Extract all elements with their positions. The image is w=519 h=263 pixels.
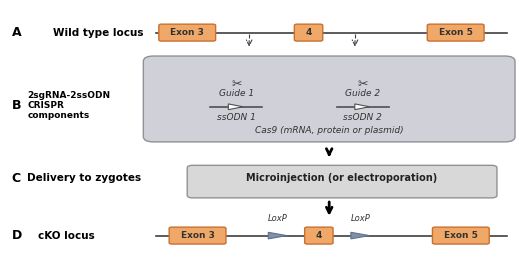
Text: ssODN 1: ssODN 1 — [217, 113, 256, 122]
Polygon shape — [355, 104, 370, 110]
Text: ✂: ✂ — [358, 78, 368, 91]
Text: ✂: ✂ — [231, 78, 241, 91]
Text: A: A — [12, 26, 21, 39]
Text: 4: 4 — [316, 231, 322, 240]
Text: B: B — [12, 99, 21, 112]
FancyBboxPatch shape — [187, 165, 497, 198]
Text: 4: 4 — [305, 28, 312, 37]
FancyBboxPatch shape — [294, 24, 323, 41]
Text: components: components — [27, 112, 89, 120]
Text: ssODN 2: ssODN 2 — [343, 113, 382, 122]
Text: LoxP: LoxP — [350, 214, 370, 223]
Text: cKO locus: cKO locus — [37, 231, 94, 241]
Text: Exon 5: Exon 5 — [444, 231, 478, 240]
Text: Cas9 (mRNA, protein or plasmid): Cas9 (mRNA, protein or plasmid) — [255, 126, 403, 135]
Text: D: D — [12, 229, 22, 242]
Polygon shape — [268, 232, 287, 239]
FancyBboxPatch shape — [427, 24, 484, 41]
Text: Exon 3: Exon 3 — [170, 28, 204, 37]
Polygon shape — [351, 232, 370, 239]
Text: Exon 5: Exon 5 — [439, 28, 473, 37]
Text: CRISPR: CRISPR — [27, 101, 64, 110]
Polygon shape — [228, 104, 243, 110]
Text: Delivery to zygotes: Delivery to zygotes — [27, 173, 141, 183]
FancyBboxPatch shape — [159, 24, 215, 41]
Text: Wild type locus: Wild type locus — [53, 28, 144, 38]
FancyBboxPatch shape — [143, 56, 515, 142]
Text: LoxP: LoxP — [268, 214, 288, 223]
Text: Exon 3: Exon 3 — [181, 231, 214, 240]
Text: 2sgRNA-2ssODN: 2sgRNA-2ssODN — [27, 90, 111, 100]
FancyBboxPatch shape — [305, 227, 333, 244]
Text: C: C — [12, 172, 21, 185]
Text: Microinjection (or electroporation): Microinjection (or electroporation) — [247, 173, 438, 183]
Text: Guide 1: Guide 1 — [218, 89, 254, 98]
FancyBboxPatch shape — [169, 227, 226, 244]
Text: Guide 2: Guide 2 — [345, 89, 380, 98]
FancyBboxPatch shape — [432, 227, 489, 244]
